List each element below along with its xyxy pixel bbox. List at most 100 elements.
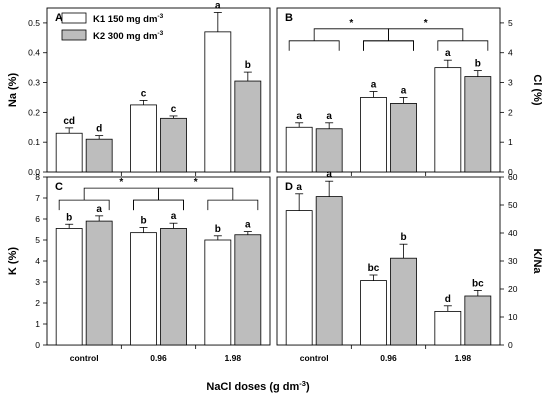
sig-letter-c-s2-0: a [96,204,102,215]
panel-c: C 0 1 2 3 4 5 6 7 8 K (%) b b b a a a * * control 0.96 1.98 [7,172,271,363]
y-tick-label-b-2: 2 [508,107,513,117]
bar-a-s1-2 [204,31,232,173]
panel-label-d: D [285,181,293,193]
bracket-group-c-0-b [133,199,184,211]
y-tick-label-b-5: 5 [508,18,513,28]
x-axis-title-end: ) [306,381,310,393]
y-axis-label-a: Na (%) [7,73,19,108]
y-tick-label-c-4: 4 [35,256,40,266]
legend: K1 150 mg dm-3 K2 300 mg dm-3 [61,12,164,42]
sig-letter-a-s1-0: cd [63,116,75,127]
panel-a: A 0.0 0.1 0.2 0.3 0.4 0.5 Na (%) cd c a d c b [7,0,271,177]
legend-label-k1-sup: -3 [157,13,163,20]
svg-text:K1 150 mg dm-3: K1 150 mg dm-3 [93,13,164,25]
sig-letter-c-s1-2: b [215,224,221,235]
sig-letter-a-s1-2: a [215,0,221,11]
bar-b-s2-2 [464,76,492,173]
y-tick-label-d-4: 40 [508,228,518,238]
sig-letter-d-s2-2: bc [472,278,484,289]
bracket-b-0 [313,28,389,41]
bracket-group-c-1-b [207,199,259,211]
sig-letter-d-s2-0: a [326,169,332,180]
bar-c-s1-0 [55,228,83,346]
x-tick-label-d-1: 0.96 [380,353,397,363]
y-tick-label-a-2: 0.2 [28,107,40,117]
sig-letter-d-s1-0: a [296,182,302,193]
sig-letter-d-s1-2: d [445,294,451,305]
bracket-group-c-1-a [133,199,184,211]
y-tick-label-a-5: 0.5 [28,18,40,28]
y-tick-label-c-8: 8 [35,172,40,182]
bracket-c-1 [158,187,234,201]
legend-swatch-k1 [61,12,87,24]
y-tick-label-a-3: 0.3 [28,78,40,88]
bracket-star-b-0: * [349,18,353,29]
bar-c-s1-1 [130,232,157,346]
sig-letter-b-s1-1: a [371,79,377,90]
bar-b-s1-2 [434,67,462,173]
y-tick-label-d-6: 60 [508,172,518,182]
y-tick-label-d-2: 20 [508,284,518,294]
x-axis-title-sup: -3 [299,379,306,388]
y-tick-label-b-3: 3 [508,78,513,88]
sig-letter-b-s1-0: a [296,111,302,122]
legend-label-k2: K2 300 mg dm [93,31,157,42]
bar-a-s2-0 [85,138,113,173]
y-tick-label-d-3: 30 [508,256,518,266]
bar-d-s1-0 [285,210,313,346]
panel-label-c: C [55,181,63,193]
bar-b-s2-1 [390,103,417,173]
y-tick-label-c-2: 2 [35,298,40,308]
bracket-c-0 [83,187,159,201]
sig-letter-a-s2-0: d [96,124,102,135]
y-tick-label-a-0: 0.0 [28,167,40,177]
y-tick-label-c-3: 3 [35,277,40,287]
bracket-group-b-1-a [363,40,414,51]
bar-d-s2-2 [464,295,492,346]
sig-letter-c-s1-1: b [140,215,146,226]
bar-a-s1-1 [130,104,157,173]
bar-a-s1-0 [55,132,83,173]
x-tick-label-c-1: 0.96 [150,353,167,363]
y-axis-label-c: K (%) [7,247,19,275]
sig-letter-d-s2-1: b [400,232,406,243]
y-tick-label-c-0: 0 [35,340,40,350]
panel-frame-a [46,7,271,173]
sig-letter-d-s1-1: bc [368,263,380,274]
sig-letter-b-s2-2: b [475,59,481,70]
x-tick-label-d-2: 1.98 [455,353,472,363]
y-tick-label-d-1: 10 [508,312,518,322]
bar-d-s1-1 [360,280,387,346]
bar-a-s2-2 [234,80,262,173]
panel-label-b: B [285,12,293,24]
panel-d: D 0 10 20 30 40 50 60 K/Na a bc d a b bc control 0.96 1.9… [276,169,543,363]
bracket-star-c-0: * [119,177,123,188]
panel-frame-b [276,7,501,173]
y-tick-label-c-7: 7 [35,193,40,203]
x-tick-label-d-0: control [300,353,329,363]
bar-c-s1-2 [204,239,232,346]
bar-d-s2-0 [315,196,343,346]
y-tick-label-b-1: 1 [508,137,513,147]
bracket-b-1 [388,28,464,41]
bracket-star-c-1: * [194,177,198,188]
y-axis-label-d: K/Na [531,248,543,274]
x-axis-title-main: NaCl doses (g dm [206,381,299,393]
bar-a-s2-1 [160,117,187,173]
y-tick-label-d-5: 50 [508,200,518,210]
bracket-group-b-0-a [288,40,340,51]
y-axis-label-b: Cl (%) [531,74,543,106]
bracket-group-b-0-b [363,40,414,51]
x-tick-label-c-0: control [70,353,99,363]
legend-label-k2-sup: -3 [157,30,163,37]
y-tick-label-c-6: 6 [35,214,40,224]
y-tick-label-d-0: 0 [508,340,513,350]
sig-letter-b-s1-2: a [445,48,451,59]
x-axis-title: NaCl doses (g dm-3) [206,379,310,393]
bar-c-s2-2 [234,234,262,346]
bar-d-s2-1 [390,257,417,346]
bar-c-s2-0 [85,220,113,346]
y-tick-label-b-4: 4 [508,48,513,58]
y-tick-label-c-1: 1 [35,319,40,329]
